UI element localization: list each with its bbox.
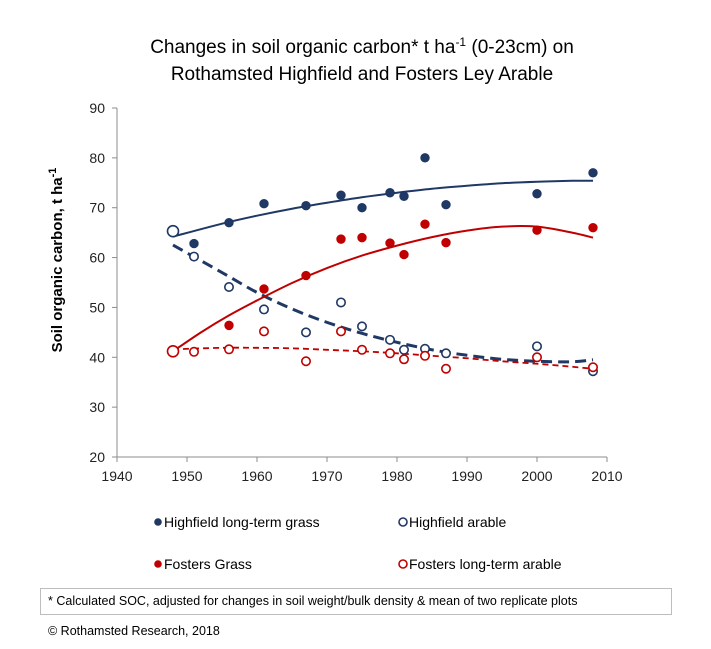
point-fosters-long-term-arable — [440, 363, 451, 374]
y-tick-label: 70 — [89, 200, 105, 216]
point-highfield-long-term-grass — [588, 168, 598, 178]
x-tick-label: 1990 — [451, 468, 482, 484]
point-fosters-grass — [336, 234, 346, 244]
point-highfield-arable — [440, 348, 451, 359]
point-highfield-long-term-grass — [399, 191, 409, 201]
point-highfield-arable — [189, 251, 200, 262]
x-tick-label: 1950 — [171, 468, 202, 484]
legend-marker-highfield-long-term-grass — [154, 518, 162, 526]
point-fosters-long-term-arable — [398, 354, 409, 365]
x-tick-label: 2000 — [521, 468, 552, 484]
data-points — [166, 153, 598, 377]
y-tick-label: 50 — [89, 299, 105, 315]
point-fosters-long-term-arable — [189, 346, 200, 357]
x-tick-label: 2010 — [591, 468, 622, 484]
x-tick-label: 1970 — [311, 468, 342, 484]
y-tick-label: 30 — [89, 399, 105, 415]
point-fosters-grass — [441, 237, 451, 248]
point-fosters-long-term-arable — [166, 345, 180, 358]
point-fosters-grass — [420, 219, 430, 229]
legend: Highfield long-term grass Highfield arabl… — [154, 514, 562, 572]
trend-line-fosters-grass — [172, 225, 594, 353]
legend-label-highfield-long-term-grass: Highfield long-term grass — [164, 514, 320, 530]
legend-marker-fosters-grass — [154, 560, 162, 568]
point-fosters-long-term-arable — [419, 350, 430, 361]
footnote-box — [40, 588, 672, 615]
chart-title-line1: Changes in soil organic carbon* t ha-1 (… — [150, 35, 574, 58]
point-fosters-grass — [259, 284, 269, 294]
y-tick-label: 60 — [89, 250, 105, 266]
point-fosters-long-term-arable — [300, 356, 311, 367]
chart-title-line2: Rothamsted Highfield and Fosters Ley Ara… — [171, 64, 553, 85]
point-highfield-long-term-grass — [357, 203, 367, 213]
footnote: * Calculated SOC, adjusted for changes i… — [48, 594, 578, 608]
legend-label-highfield-arable: Highfield arable — [409, 514, 506, 530]
point-fosters-long-term-arable — [384, 348, 395, 359]
point-highfield-long-term-grass — [385, 188, 395, 198]
trend-lines — [172, 179, 594, 370]
x-tick-label: 1980 — [381, 468, 412, 484]
point-fosters-long-term-arable — [258, 326, 269, 337]
point-highfield-long-term-grass — [189, 238, 199, 249]
point-highfield-arable — [384, 334, 395, 345]
y-axis-label: Soil organic carbon, t ha-1 — [47, 168, 66, 353]
point-fosters-grass — [301, 270, 311, 281]
point-highfield-long-term-grass — [532, 189, 542, 199]
point-fosters-long-term-arable — [335, 326, 346, 337]
legend-label-fosters-long-term-arable: Fosters long-term arable — [409, 556, 562, 572]
copyright: © Rothamsted Research, 2018 — [48, 624, 220, 638]
point-highfield-long-term-grass — [441, 200, 451, 210]
y-tick-label: 20 — [89, 449, 105, 465]
point-highfield-arable — [258, 304, 269, 315]
point-fosters-grass — [385, 238, 395, 248]
x-tick-label: 1960 — [241, 468, 272, 484]
legend-marker-fosters-long-term-arable — [398, 559, 408, 569]
point-fosters-grass — [588, 222, 598, 233]
point-highfield-arable — [356, 321, 367, 332]
point-fosters-long-term-arable — [224, 344, 235, 355]
y-tick-label: 40 — [89, 349, 105, 365]
point-fosters-grass — [357, 232, 367, 243]
point-highfield-long-term-grass — [420, 153, 430, 163]
point-highfield-arable — [398, 344, 409, 355]
axes: 20 30 40 50 60 70 80 90 1940 1950 1960 1970 1980 1990… — [89, 100, 622, 484]
point-highfield-arable — [300, 327, 311, 338]
trend-line-fosters-long-term-arable — [172, 346, 594, 370]
point-fosters-grass — [399, 249, 409, 260]
point-highfield-arable — [531, 341, 542, 352]
legend-label-fosters-grass: Fosters Grass — [164, 556, 252, 572]
point-highfield-arable — [224, 281, 235, 292]
y-tick-label: 80 — [89, 150, 105, 166]
legend-marker-highfield-arable — [398, 517, 408, 527]
point-fosters-long-term-arable — [356, 344, 367, 355]
x-tick-label: 1940 — [101, 468, 132, 484]
y-tick-label: 90 — [89, 100, 105, 116]
trend-line-highfield-long-term-grass — [172, 179, 594, 238]
point-fosters-grass — [224, 320, 234, 331]
chart-title: Changes in soil organic carbon* t ha-1 (… — [150, 35, 574, 85]
point-fosters-grass — [532, 225, 542, 235]
point-highfield-long-term-grass — [224, 217, 234, 228]
point-highfield-long-term-grass — [301, 201, 311, 211]
point-highfield-long-term-grass — [336, 190, 346, 200]
trend-line-highfield-arable — [172, 243, 594, 364]
point-fosters-long-term-arable — [531, 352, 542, 363]
point-highfield-long-term-grass — [259, 199, 269, 209]
point-fosters-long-term-arable — [587, 362, 598, 373]
point-highfield-arable — [335, 297, 346, 308]
point-highfield-arable — [166, 224, 180, 238]
